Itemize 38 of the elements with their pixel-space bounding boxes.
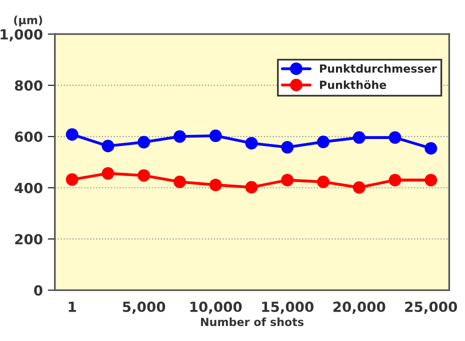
point	[138, 136, 150, 148]
x-tick-label: 25,000	[405, 302, 458, 314]
point	[66, 128, 78, 141]
point	[209, 130, 222, 142]
legend-label: Punkthöhe	[320, 80, 386, 90]
point	[424, 174, 438, 186]
x-tick-label: 20,000	[333, 302, 386, 314]
point	[173, 130, 186, 143]
x-tick-label: 10,000	[190, 302, 242, 314]
y-tick-label: 600	[14, 132, 42, 142]
point	[388, 131, 402, 144]
point	[245, 180, 258, 194]
y-tick-label: 0	[34, 285, 42, 296]
y-tick-label: 1,000	[0, 29, 42, 42]
point	[66, 173, 78, 186]
point	[317, 136, 330, 148]
point	[209, 178, 222, 192]
y-tick-label: 400	[14, 182, 42, 194]
legend-label: Punktdurchmesser	[320, 64, 437, 73]
point	[388, 174, 402, 186]
point	[352, 181, 366, 194]
point	[245, 136, 258, 150]
point	[352, 131, 366, 144]
y-axis-title: (μm)	[14, 16, 42, 26]
point	[102, 140, 114, 152]
x-axis-title: Number of shots	[201, 318, 304, 326]
point	[317, 176, 330, 188]
point	[424, 142, 438, 155]
y-tick-label: 800	[14, 80, 42, 91]
y-tick-label: 200	[15, 234, 42, 244]
point	[102, 167, 114, 180]
point	[281, 141, 294, 154]
point	[173, 176, 186, 188]
point	[281, 174, 294, 186]
x-tick-label: 15,000	[262, 302, 314, 314]
x-tick-label: 1	[68, 302, 76, 312]
x-tick-label: 5,000	[122, 302, 166, 314]
point	[138, 169, 150, 182]
